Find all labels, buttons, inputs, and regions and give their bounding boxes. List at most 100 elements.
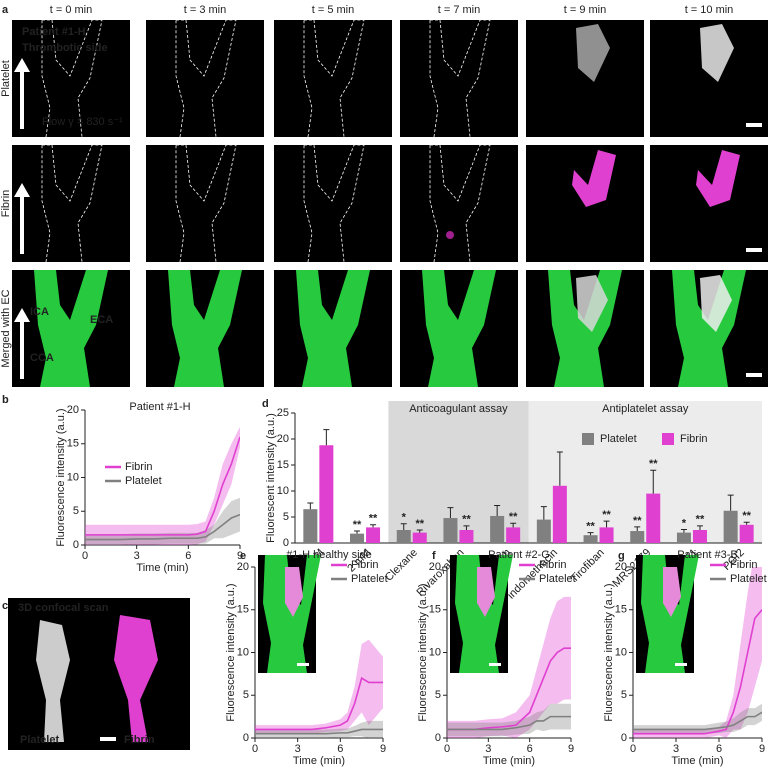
bar xyxy=(443,518,458,543)
time-label: t = 9 min xyxy=(564,4,607,16)
legend-label: Platelet xyxy=(600,433,637,445)
error-bar xyxy=(447,507,454,519)
channel-label: Fibrin xyxy=(124,734,155,746)
confocal-image xyxy=(8,598,190,750)
x-axis-label: Time (min) xyxy=(293,755,345,767)
scan-title: 3D confocal scan xyxy=(18,602,109,614)
y-tick-label: 15 xyxy=(67,438,79,450)
x-tick-label: 0 xyxy=(630,743,636,755)
x-tick-label: 3 xyxy=(673,743,679,755)
error-band xyxy=(447,596,571,738)
inset-thrombus xyxy=(285,567,303,617)
legend-swatch xyxy=(662,433,674,445)
thrombus xyxy=(700,275,732,332)
x-tick-label: 6 xyxy=(527,743,533,755)
x-tick-label: 6 xyxy=(716,743,722,755)
error-band xyxy=(255,639,383,734)
chart-title: Patient #3-B xyxy=(677,549,738,561)
platelet-scan xyxy=(36,620,70,742)
error-bar xyxy=(307,502,314,510)
error-bar xyxy=(416,529,423,533)
error-band xyxy=(447,703,571,737)
error-bar xyxy=(727,494,734,511)
significance: ** xyxy=(633,515,642,527)
bar xyxy=(396,530,411,543)
micrograph-content xyxy=(572,150,616,207)
bar xyxy=(490,515,505,543)
section-label: Anticoagulant assay xyxy=(409,403,508,415)
platelet-signal xyxy=(576,24,610,82)
y-tick-label: 15 xyxy=(615,604,627,616)
micrograph xyxy=(400,145,518,262)
x-tick-label: 3 xyxy=(485,743,491,755)
significance: ** xyxy=(462,514,471,526)
y-axis-label: Fluorescence intensity (a.u.) xyxy=(225,583,237,721)
micrograph-content xyxy=(576,24,610,82)
vessel-label: ICA xyxy=(30,306,49,318)
bar xyxy=(459,530,474,543)
legend-label: Fibrin xyxy=(125,461,153,473)
error-bar xyxy=(587,532,594,536)
y-tick-label: 0 xyxy=(73,539,79,551)
y-tick-label: 20 xyxy=(615,561,627,573)
error-bar xyxy=(650,469,657,494)
fibrin-scan xyxy=(114,615,158,742)
legend-label: Fibrin xyxy=(539,559,567,571)
y-axis-label: Fluorescence intensity (a.u.) xyxy=(603,583,615,721)
error-bar xyxy=(556,451,563,486)
x-tick-label: 0 xyxy=(444,743,450,755)
scale-bar xyxy=(675,663,687,666)
bar xyxy=(319,445,334,543)
x-tick-label: Clexane xyxy=(383,547,420,584)
scale-bar xyxy=(746,123,762,127)
x-tick-label: 9 xyxy=(759,743,765,755)
y-tick-label: 10 xyxy=(615,646,627,658)
bar xyxy=(630,531,645,543)
bar xyxy=(366,527,381,543)
x-tick-label: 6 xyxy=(185,550,191,562)
micrograph xyxy=(146,145,264,262)
micrograph xyxy=(12,145,130,262)
time-label: t = 0 min xyxy=(50,4,93,16)
x-axis-label: Time (min) xyxy=(483,755,535,767)
bar xyxy=(303,509,318,543)
panel-label: g xyxy=(618,550,625,562)
significance: ** xyxy=(353,519,362,531)
bar xyxy=(583,535,598,543)
bar xyxy=(599,527,614,543)
arrow-head xyxy=(14,58,30,72)
error-bar xyxy=(323,429,330,446)
x-tick-label: 3 xyxy=(134,550,140,562)
line xyxy=(633,609,762,735)
error-band xyxy=(85,426,240,545)
y-tick-label: 25 xyxy=(277,407,289,419)
error-bar xyxy=(510,522,517,528)
significance: * xyxy=(402,512,407,524)
y-axis-label: Fluorescent intensity (a.u.) xyxy=(265,413,277,543)
error-bar xyxy=(354,530,361,534)
bar xyxy=(506,527,521,543)
y-tick-label: 10 xyxy=(429,646,441,658)
bar xyxy=(350,533,365,543)
error-bar xyxy=(634,526,641,532)
channel-label: Platelet xyxy=(20,734,59,746)
x-axis-label: Time (min) xyxy=(671,755,723,767)
y-tick-label: 20 xyxy=(67,404,79,416)
bar xyxy=(739,524,754,543)
scale-bar xyxy=(746,248,762,252)
scale-bar xyxy=(100,737,116,741)
vessel-label: CCA xyxy=(30,352,54,364)
line xyxy=(255,728,383,735)
significance: ** xyxy=(742,510,751,522)
significance: ** xyxy=(586,521,595,533)
bar xyxy=(552,485,567,543)
time-label: t = 7 min xyxy=(438,4,481,16)
significance: ** xyxy=(369,513,378,525)
panel-label: a xyxy=(2,4,9,16)
line xyxy=(447,715,571,731)
y-tick-label: 5 xyxy=(73,505,79,517)
bar xyxy=(692,530,707,543)
y-tick-label: 5 xyxy=(435,689,441,701)
micrograph xyxy=(400,20,518,137)
time-label: t = 10 min xyxy=(685,4,734,16)
